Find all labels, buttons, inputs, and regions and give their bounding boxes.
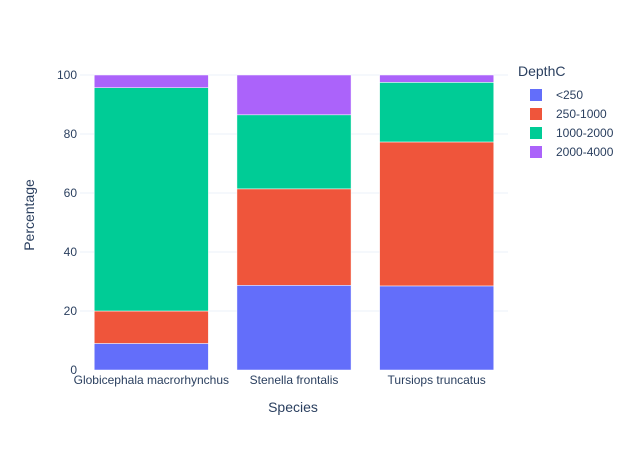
legend-swatch[interactable]	[530, 146, 542, 158]
legend: DepthC <250 250-1000 1000-2000 2000-4000	[518, 63, 614, 159]
bar-segment	[236, 188, 352, 286]
x-tick-label: Stenella frontalis	[250, 373, 339, 387]
x-axis-ticks: Globicephala macrorhynchus Stenella front…	[74, 373, 486, 387]
legend-swatch[interactable]	[530, 89, 542, 101]
legend-swatch[interactable]	[530, 108, 542, 120]
legend-swatch[interactable]	[530, 127, 542, 139]
bars	[94, 74, 494, 371]
x-tick-label: Tursiops truncatus	[388, 373, 486, 387]
bar-segment	[379, 74, 494, 83]
legend-title: DepthC	[518, 63, 565, 79]
bar-segment	[379, 82, 494, 143]
y-axis-title: Percentage	[21, 179, 37, 251]
bar-segment	[94, 310, 209, 344]
legend-label[interactable]: <250	[556, 88, 583, 102]
bar-segment	[236, 74, 352, 116]
y-tick-label: 100	[57, 68, 77, 82]
y-tick-label: 20	[64, 304, 78, 318]
bar-segment	[236, 114, 352, 190]
bar-segment	[236, 285, 352, 371]
bar-segment	[94, 87, 209, 312]
y-tick-label: 60	[64, 186, 78, 200]
bar-segment	[379, 141, 494, 287]
bar-segment	[379, 285, 494, 371]
y-axis-ticks: 0 20 40 60 80 100	[57, 68, 77, 377]
legend-label[interactable]: 250-1000	[556, 107, 607, 121]
bar-segment	[94, 343, 209, 371]
x-tick-label: Globicephala macrorhynchus	[74, 373, 229, 387]
y-tick-label: 80	[64, 127, 78, 141]
bar-segment	[94, 74, 209, 88]
legend-label[interactable]: 1000-2000	[556, 126, 614, 140]
y-tick-label: 0	[70, 363, 77, 377]
y-tick-label: 40	[64, 245, 78, 259]
x-axis-title: Species	[268, 399, 318, 415]
legend-label[interactable]: 2000-4000	[556, 145, 614, 159]
